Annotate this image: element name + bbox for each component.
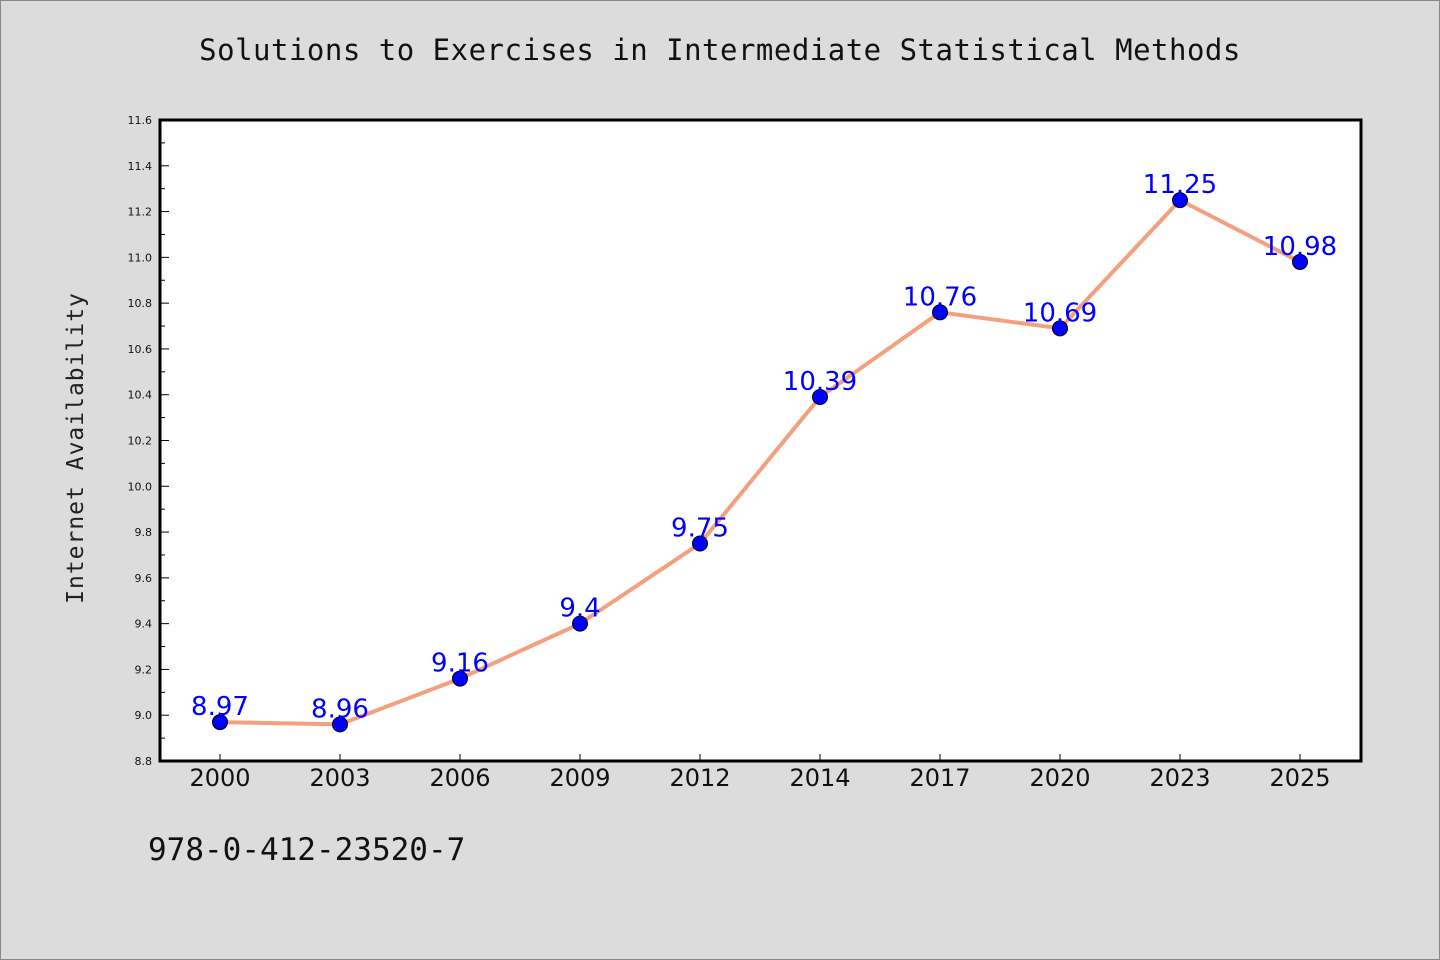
data-point [1292, 253, 1308, 270]
data-point [452, 670, 468, 687]
x-tick-label: 2000 [189, 764, 250, 792]
x-tick-label: 2006 [429, 764, 490, 792]
data-point [1172, 192, 1188, 209]
y-tick-label: 10.8 [128, 297, 153, 310]
x-tick-label: 2014 [789, 764, 850, 792]
y-tick-label: 10.2 [128, 435, 153, 448]
data-label: 11.25 [1143, 170, 1217, 200]
data-point [572, 615, 588, 632]
x-tick-label: 2017 [909, 764, 970, 792]
y-tick-label: 9.2 [135, 663, 153, 676]
y-tick-label: 9.4 [135, 618, 153, 631]
x-tick-label: 2012 [669, 764, 730, 792]
y-tick-label: 11.2 [128, 206, 153, 219]
data-label: 10.39 [783, 367, 857, 397]
data-label: 9.4 [559, 594, 600, 624]
data-point [692, 535, 708, 552]
chart-title: Solutions to Exercises in Intermediate S… [199, 33, 1241, 67]
y-tick-label: 9.0 [135, 709, 153, 722]
data-label: 9.16 [431, 649, 489, 679]
isbn-footer: 978-0-412-23520-7 [148, 832, 466, 868]
plot-area [160, 120, 1361, 761]
data-label: 10.69 [1023, 298, 1097, 328]
x-tick-label: 2023 [1149, 764, 1210, 792]
y-tick-label: 9.8 [135, 526, 153, 539]
data-point [932, 304, 948, 321]
y-tick-label: 10.0 [128, 480, 153, 493]
series-line [218, 198, 1302, 727]
y-tick-label: 10.6 [128, 343, 153, 356]
y-tick-label: 11.4 [128, 160, 153, 173]
x-tick-label: 2020 [1029, 764, 1090, 792]
x-tick-label: 2009 [549, 764, 610, 792]
x-tick-label: 2025 [1269, 764, 1330, 792]
x-tick-label: 2003 [309, 764, 370, 792]
y-tick-label: 11.0 [128, 251, 153, 264]
data-point [332, 716, 348, 733]
plot-border [158, 118, 1363, 763]
data-point [1052, 320, 1068, 337]
data-point [212, 714, 228, 731]
data-label: 9.75 [671, 514, 729, 544]
y-tick-label: 9.6 [135, 572, 153, 585]
data-label: 8.96 [311, 694, 369, 724]
y-tick-label: 11.6 [128, 114, 153, 127]
data-label: 10.98 [1263, 232, 1337, 262]
data-point [812, 389, 828, 406]
data-label: 8.97 [191, 692, 249, 722]
data-label: 10.76 [903, 282, 977, 312]
y-tick-label: 10.4 [128, 389, 153, 402]
y-tick-label: 8.8 [135, 755, 153, 768]
